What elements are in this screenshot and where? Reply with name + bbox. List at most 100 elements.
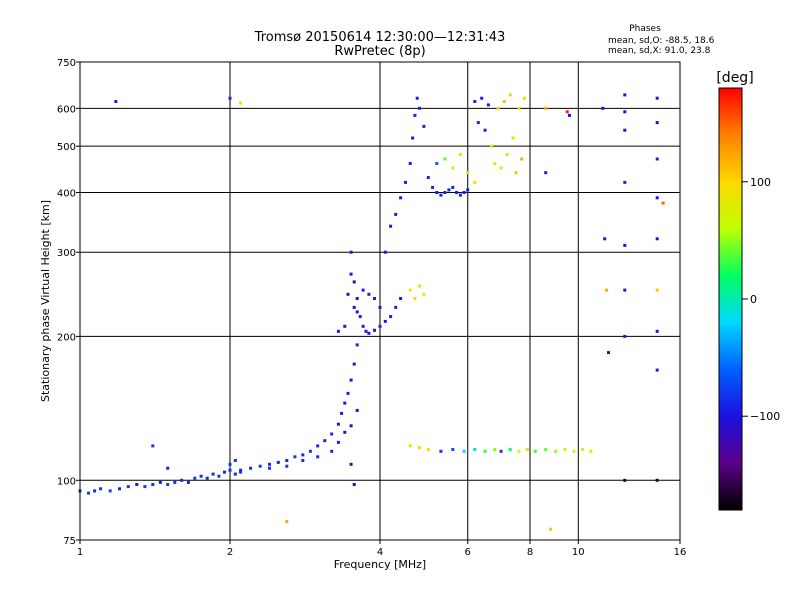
data-point [520,157,524,161]
data-point [473,448,477,451]
colorbar-unit-label: [deg] [716,70,753,86]
data-point [239,101,243,105]
data-point [451,166,455,170]
data-point [589,449,593,453]
data-point [276,460,280,464]
data-point [316,444,320,448]
y-tick-label: 300 [57,248,76,259]
data-point [655,196,659,200]
data-point [355,408,359,412]
data-point [336,422,340,426]
phase-stat-x: mean, sd,X: 91.0, 23.8 [608,46,711,56]
data-point [143,485,147,489]
data-point [458,153,462,157]
y-tick-label: 750 [57,58,76,69]
data-point [186,480,190,484]
x-axis-ticks: 1 2 4 6 8 10 16 [77,540,686,558]
colorbar-tick-label: 100 [750,176,771,189]
data-point [180,478,184,482]
data-point [383,319,387,323]
data-point [533,449,537,453]
data-point [367,292,371,296]
data-point [343,324,347,328]
data-point [483,128,487,132]
x-tick-label: 8 [527,547,533,558]
data-point [554,449,557,453]
data-point [661,201,665,205]
data-point [199,474,203,478]
data-point [418,284,421,288]
data-point [239,468,243,472]
data-point [607,351,610,355]
data-point [349,378,353,382]
data-point [87,491,90,495]
data-point [447,188,451,192]
data-point [623,93,627,97]
data-point [443,191,447,194]
data-point [355,297,359,300]
data-point [655,121,659,125]
data-point [166,466,170,470]
data-point [623,288,627,292]
data-point [293,455,297,459]
data-point [349,272,353,276]
y-tick-label: 75 [63,536,76,547]
data-point [451,185,455,189]
data-point [352,305,356,309]
data-point [118,487,121,491]
data-point [511,136,515,140]
data-point [223,470,226,474]
data-point [581,448,585,451]
data-point [285,520,289,523]
data-point [399,196,403,200]
data-point [404,180,407,184]
colorbar-tick-label: −100 [750,410,780,423]
data-point [655,478,659,482]
data-point [239,470,243,474]
x-tick-label: 2 [227,547,233,558]
data-point [455,191,459,194]
data-point [193,476,197,480]
data-point [352,483,356,486]
data-point [490,144,494,148]
y-tick-label: 100 [57,476,76,487]
data-point [623,243,627,247]
data-point [544,106,548,110]
data-point [228,468,232,472]
data-point [483,449,487,453]
data-point [413,297,417,300]
data-point [473,100,477,103]
data-point [411,136,415,140]
data-point [343,401,347,405]
data-point [486,103,490,107]
data-point [93,489,97,493]
data-point [623,478,627,482]
y-tick-label: 200 [57,332,76,343]
data-point [389,315,393,319]
data-point [431,185,435,189]
data-point [563,448,567,451]
data-point [568,113,571,117]
data-point [349,462,353,466]
data-point [493,162,497,165]
data-point [415,96,419,100]
data-point [418,106,421,110]
data-point [355,310,359,314]
data-point [525,448,529,451]
data-point [367,331,371,335]
grid-lines [80,62,680,540]
data-point [330,449,334,453]
data-point [373,297,376,300]
y-tick-label: 500 [57,142,76,153]
data-point [352,362,356,366]
data-point [301,459,305,462]
data-point [99,487,103,491]
data-point [258,464,262,468]
data-point [166,483,170,486]
data-point [205,476,209,480]
data-point [466,188,470,192]
data-point [233,472,237,476]
data-point [173,480,177,484]
x-tick-label: 6 [465,547,471,558]
data-point [336,329,340,333]
